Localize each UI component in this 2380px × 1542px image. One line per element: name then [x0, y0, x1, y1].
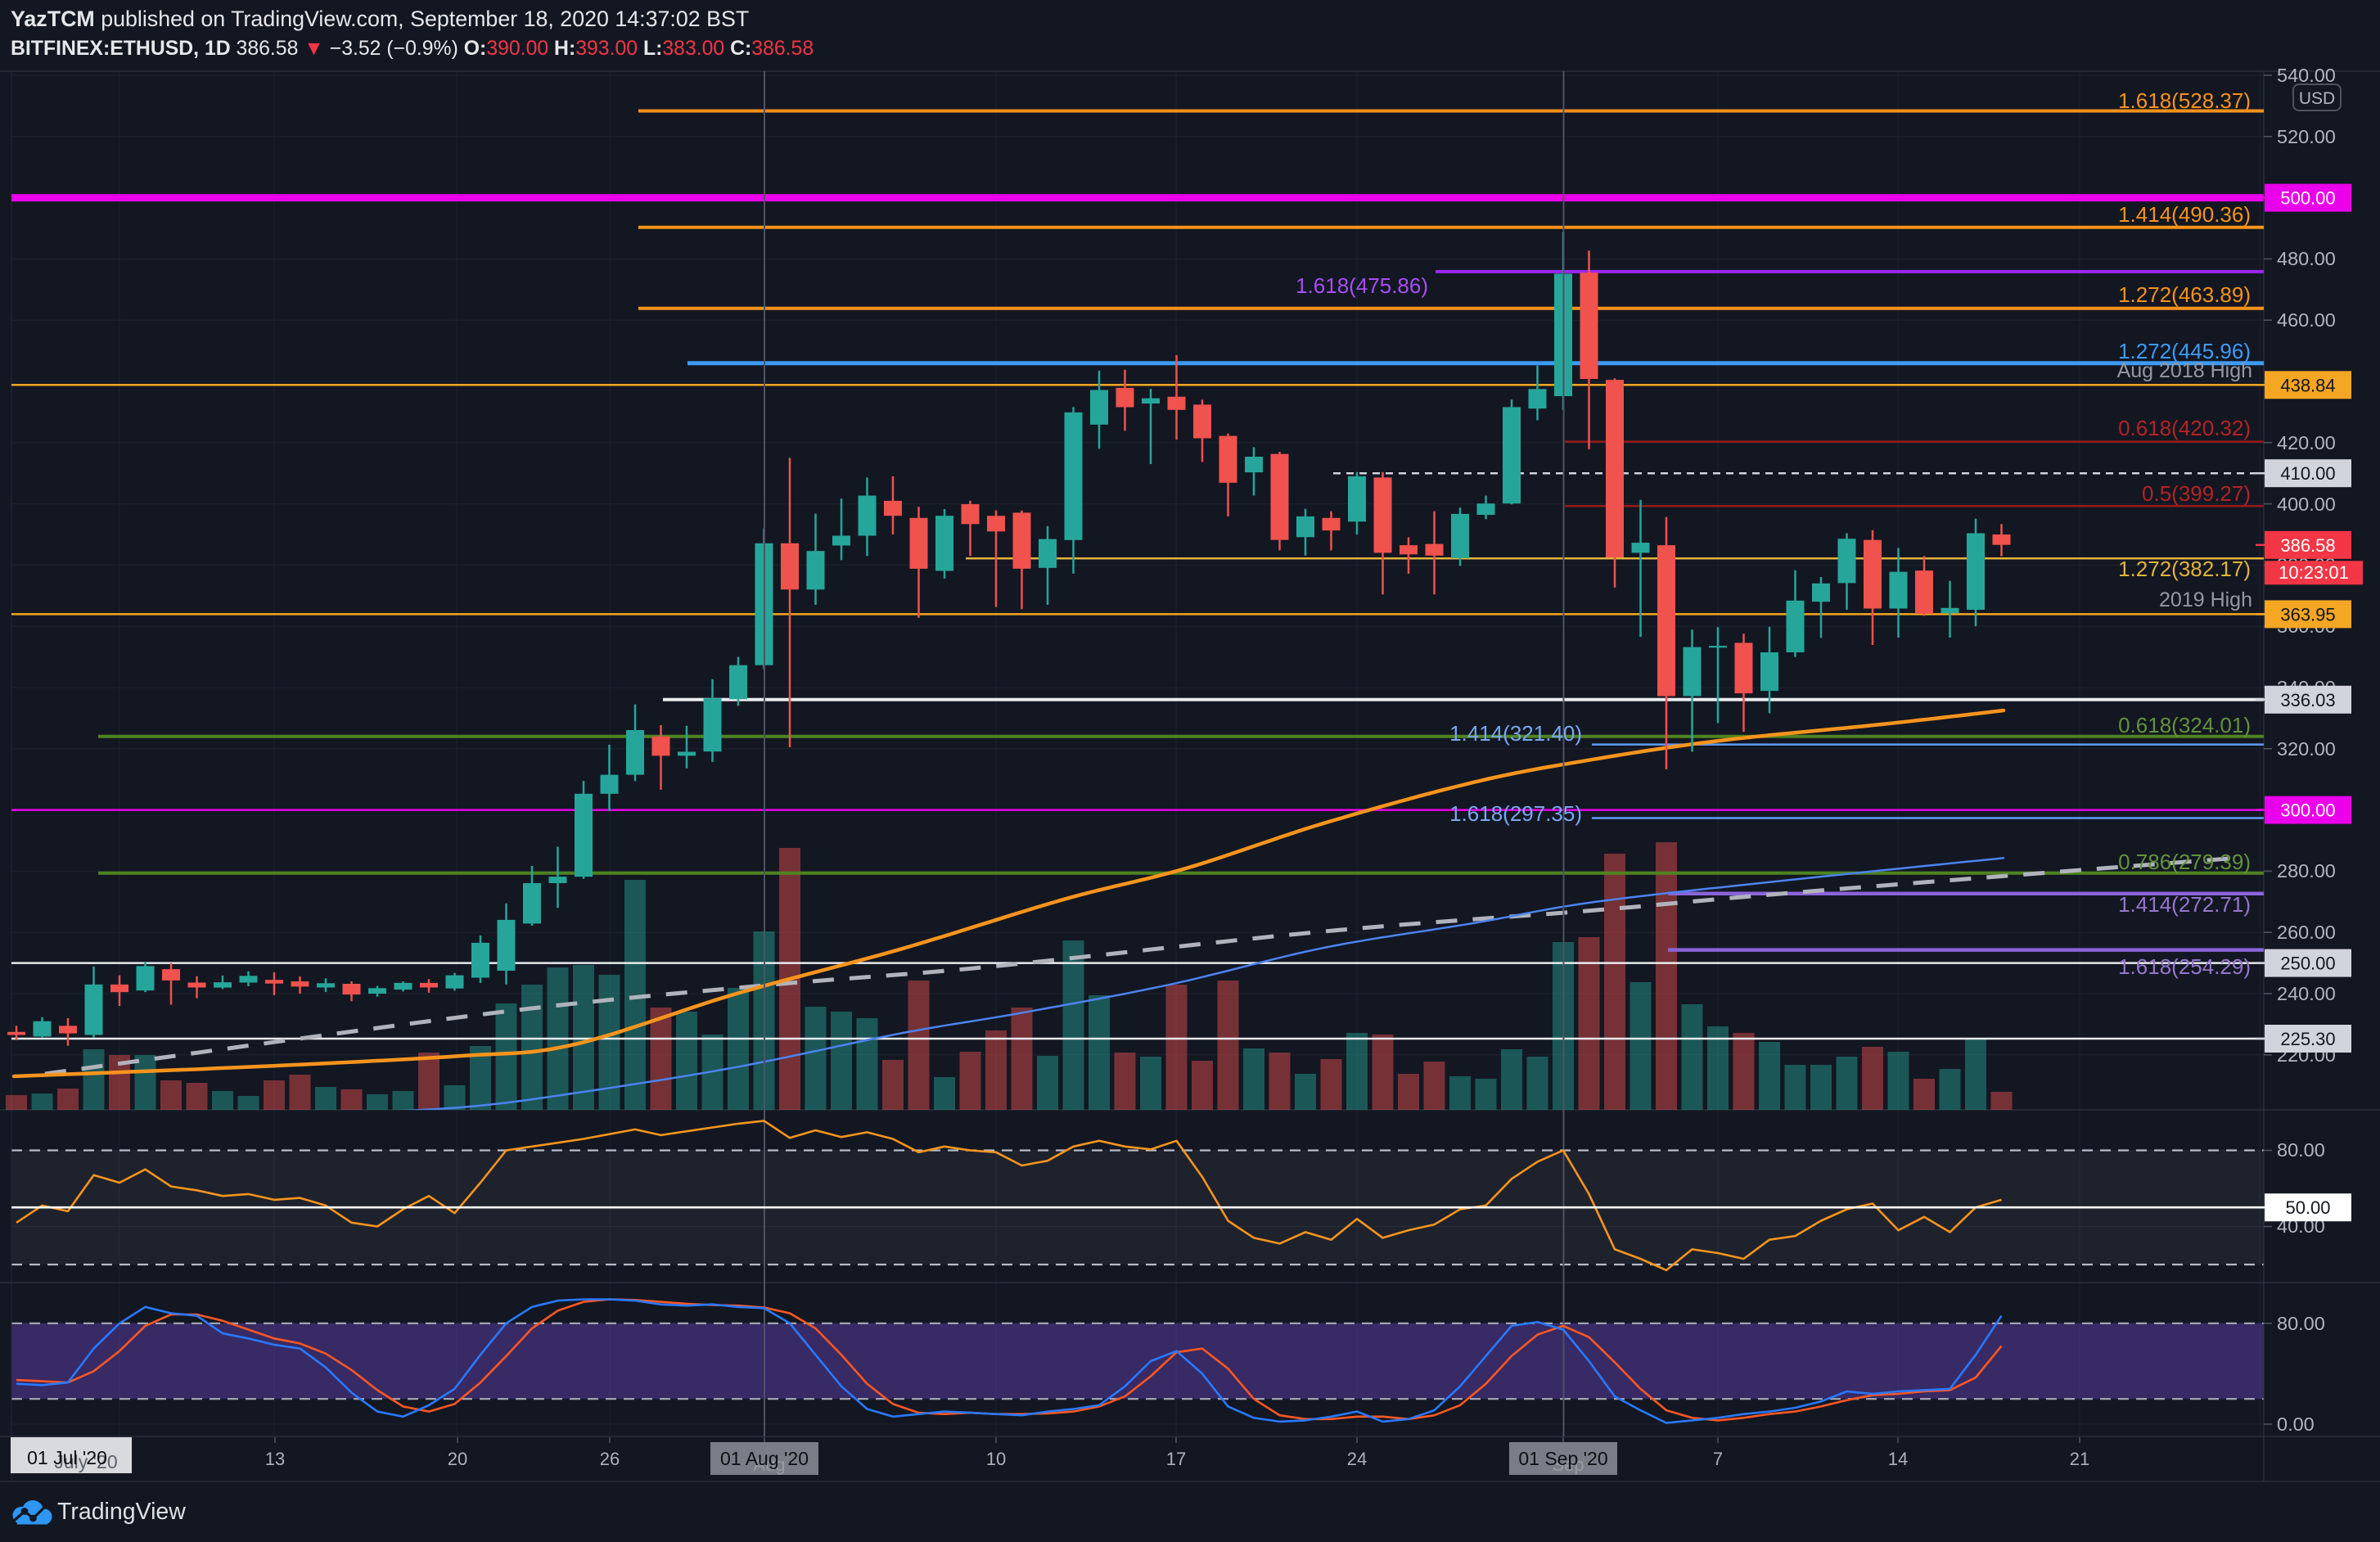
svg-text:0.5(399.27): 0.5(399.27): [2142, 481, 2251, 506]
svg-text:13: 13: [265, 1449, 285, 1469]
svg-text:250.00: 250.00: [2280, 954, 2335, 974]
svg-text:1.414(272.71): 1.414(272.71): [2118, 892, 2251, 917]
svg-text:Sep: Sep: [1552, 1454, 1584, 1475]
svg-text:21: 21: [2070, 1449, 2089, 1469]
svg-text:10:23:01: 10:23:01: [2279, 562, 2349, 583]
svg-text:240.00: 240.00: [2277, 983, 2336, 1004]
svg-text:80.00: 80.00: [2277, 1313, 2325, 1334]
svg-text:336.03: 336.03: [2280, 690, 2335, 710]
svg-text:1.618(297.35): 1.618(297.35): [1449, 801, 1582, 826]
svg-text:480.00: 480.00: [2277, 248, 2336, 269]
svg-text:1.618(475.86): 1.618(475.86): [1296, 273, 1428, 298]
svg-text:1.272(445.96): 1.272(445.96): [2118, 339, 2251, 363]
svg-text:400.00: 400.00: [2277, 494, 2336, 515]
svg-text:17: 17: [1166, 1449, 1186, 1469]
svg-text:1.272(463.89): 1.272(463.89): [2118, 282, 2251, 307]
svg-text:7: 7: [1713, 1449, 1723, 1469]
svg-text:1.618(528.37): 1.618(528.37): [2118, 88, 2251, 113]
svg-text:520.00: 520.00: [2277, 126, 2336, 147]
svg-text:1.414(490.36): 1.414(490.36): [2118, 202, 2251, 227]
svg-text:10: 10: [986, 1449, 1006, 1469]
svg-text:01 Sep '20: 01 Sep '20: [1518, 1448, 1607, 1469]
svg-text:14: 14: [1888, 1449, 1908, 1469]
svg-text:1.272(382.17): 1.272(382.17): [2118, 557, 2251, 581]
svg-text:260.00: 260.00: [2277, 922, 2336, 943]
svg-text:225.30: 225.30: [2280, 1029, 2335, 1049]
svg-text:20: 20: [448, 1449, 467, 1469]
svg-text:0.618(420.32): 0.618(420.32): [2118, 416, 2251, 440]
svg-text:500.00: 500.00: [2280, 188, 2335, 209]
svg-text:Aug: Aug: [753, 1454, 785, 1475]
svg-text:1.618(254.29): 1.618(254.29): [2118, 954, 2251, 979]
svg-text:540.00: 540.00: [2277, 65, 2336, 86]
svg-text:2019 High: 2019 High: [2159, 588, 2252, 611]
svg-text:80.00: 80.00: [2277, 1139, 2325, 1161]
svg-text:July '20: July '20: [54, 1451, 117, 1472]
svg-text:0.786(279.39): 0.786(279.39): [2118, 850, 2251, 874]
svg-text:0.618(324.01): 0.618(324.01): [2118, 713, 2251, 737]
svg-text:320.00: 320.00: [2277, 738, 2336, 760]
svg-text:1.414(321.40): 1.414(321.40): [1449, 721, 1582, 746]
svg-text:420.00: 420.00: [2277, 432, 2336, 453]
svg-text:26: 26: [600, 1449, 620, 1469]
svg-text:01 Jul '20: 01 Jul '20: [27, 1447, 107, 1468]
svg-text:0.00: 0.00: [2277, 1414, 2315, 1435]
svg-text:01 Aug '20: 01 Aug '20: [720, 1448, 809, 1469]
svg-text:410.00: 410.00: [2280, 463, 2335, 484]
svg-text:Aug 2018 High: Aug 2018 High: [2117, 359, 2252, 382]
svg-text:300.00: 300.00: [2280, 800, 2335, 821]
svg-text:24: 24: [1347, 1449, 1367, 1469]
svg-text:460.00: 460.00: [2277, 309, 2336, 331]
svg-text:YazTCM published on TradingVie: YazTCM published on TradingView.com, Sep…: [11, 7, 749, 31]
svg-text:280.00: 280.00: [2277, 860, 2336, 881]
svg-text:TradingView: TradingView: [57, 1499, 186, 1525]
svg-text:50.00: 50.00: [2285, 1197, 2330, 1218]
svg-text:BITFINEX:ETHUSD, 1D 386.58 ▼ −: BITFINEX:ETHUSD, 1D 386.58 ▼ −3.52 (−0.9…: [11, 38, 814, 60]
svg-text:438.84: 438.84: [2280, 375, 2335, 395]
svg-text:386.58: 386.58: [2280, 535, 2335, 556]
svg-text:363.95: 363.95: [2280, 604, 2335, 624]
svg-text:USD: USD: [2299, 89, 2335, 108]
